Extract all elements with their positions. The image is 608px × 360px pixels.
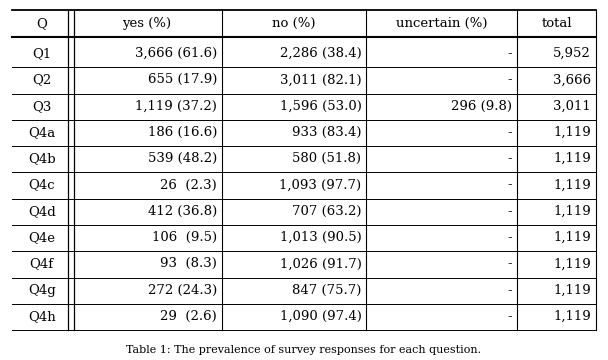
- Text: -: -: [508, 284, 513, 297]
- Text: 3,666: 3,666: [553, 73, 591, 86]
- Text: Q4b: Q4b: [28, 152, 55, 165]
- Text: 296 (9.8): 296 (9.8): [451, 100, 513, 113]
- Text: Q: Q: [36, 17, 47, 30]
- Text: Q4c: Q4c: [29, 179, 55, 192]
- Text: 93  (8.3): 93 (8.3): [161, 257, 217, 270]
- Text: 1,026 (91.7): 1,026 (91.7): [280, 257, 361, 270]
- Text: 1,119: 1,119: [553, 284, 591, 297]
- Text: Q1: Q1: [32, 47, 51, 60]
- Text: -: -: [508, 126, 513, 139]
- Text: -: -: [508, 47, 513, 60]
- Text: 655 (17.9): 655 (17.9): [148, 73, 217, 86]
- Text: 1,119: 1,119: [553, 310, 591, 323]
- Text: no (%): no (%): [272, 17, 316, 30]
- Text: 26  (2.3): 26 (2.3): [161, 179, 217, 192]
- Text: 29  (2.6): 29 (2.6): [161, 310, 217, 323]
- Text: Q4g: Q4g: [28, 284, 55, 297]
- Text: 1,119 (37.2): 1,119 (37.2): [136, 100, 217, 113]
- Text: 3,011 (82.1): 3,011 (82.1): [280, 73, 361, 86]
- Text: Q4f: Q4f: [30, 257, 54, 270]
- Text: 106  (9.5): 106 (9.5): [152, 231, 217, 244]
- Text: Q4e: Q4e: [28, 231, 55, 244]
- Text: 933 (83.4): 933 (83.4): [292, 126, 361, 139]
- Text: 1,119: 1,119: [553, 126, 591, 139]
- Text: Table 1: The prevalence of survey responses for each question.: Table 1: The prevalence of survey respon…: [126, 345, 482, 355]
- Text: 1,596 (53.0): 1,596 (53.0): [280, 100, 361, 113]
- Text: 186 (16.6): 186 (16.6): [148, 126, 217, 139]
- Text: 539 (48.2): 539 (48.2): [148, 152, 217, 165]
- Text: 412 (36.8): 412 (36.8): [148, 205, 217, 218]
- Text: 1,090 (97.4): 1,090 (97.4): [280, 310, 361, 323]
- Text: -: -: [508, 310, 513, 323]
- Text: 1,119: 1,119: [553, 205, 591, 218]
- Text: -: -: [508, 205, 513, 218]
- Text: 1,119: 1,119: [553, 179, 591, 192]
- Text: Q4h: Q4h: [28, 310, 55, 323]
- Text: 3,011: 3,011: [553, 100, 591, 113]
- Text: 847 (75.7): 847 (75.7): [292, 284, 361, 297]
- Text: 1,119: 1,119: [553, 152, 591, 165]
- Text: 272 (24.3): 272 (24.3): [148, 284, 217, 297]
- Text: 2,286 (38.4): 2,286 (38.4): [280, 47, 361, 60]
- Text: Q3: Q3: [32, 100, 51, 113]
- Text: total: total: [541, 17, 572, 30]
- Text: -: -: [508, 231, 513, 244]
- Text: uncertain (%): uncertain (%): [396, 17, 488, 30]
- Text: 5,952: 5,952: [553, 47, 591, 60]
- Text: 1,013 (90.5): 1,013 (90.5): [280, 231, 361, 244]
- Text: -: -: [508, 179, 513, 192]
- Text: 580 (51.8): 580 (51.8): [292, 152, 361, 165]
- Text: -: -: [508, 152, 513, 165]
- Text: -: -: [508, 73, 513, 86]
- Text: 1,119: 1,119: [553, 231, 591, 244]
- Text: 1,119: 1,119: [553, 257, 591, 270]
- Text: -: -: [508, 257, 513, 270]
- Text: 1,093 (97.7): 1,093 (97.7): [279, 179, 361, 192]
- Text: Q4d: Q4d: [28, 205, 55, 218]
- Text: Q2: Q2: [32, 73, 51, 86]
- Text: yes (%): yes (%): [122, 17, 171, 30]
- Text: 3,666 (61.6): 3,666 (61.6): [135, 47, 217, 60]
- Text: Q4a: Q4a: [28, 126, 55, 139]
- Text: 707 (63.2): 707 (63.2): [292, 205, 361, 218]
